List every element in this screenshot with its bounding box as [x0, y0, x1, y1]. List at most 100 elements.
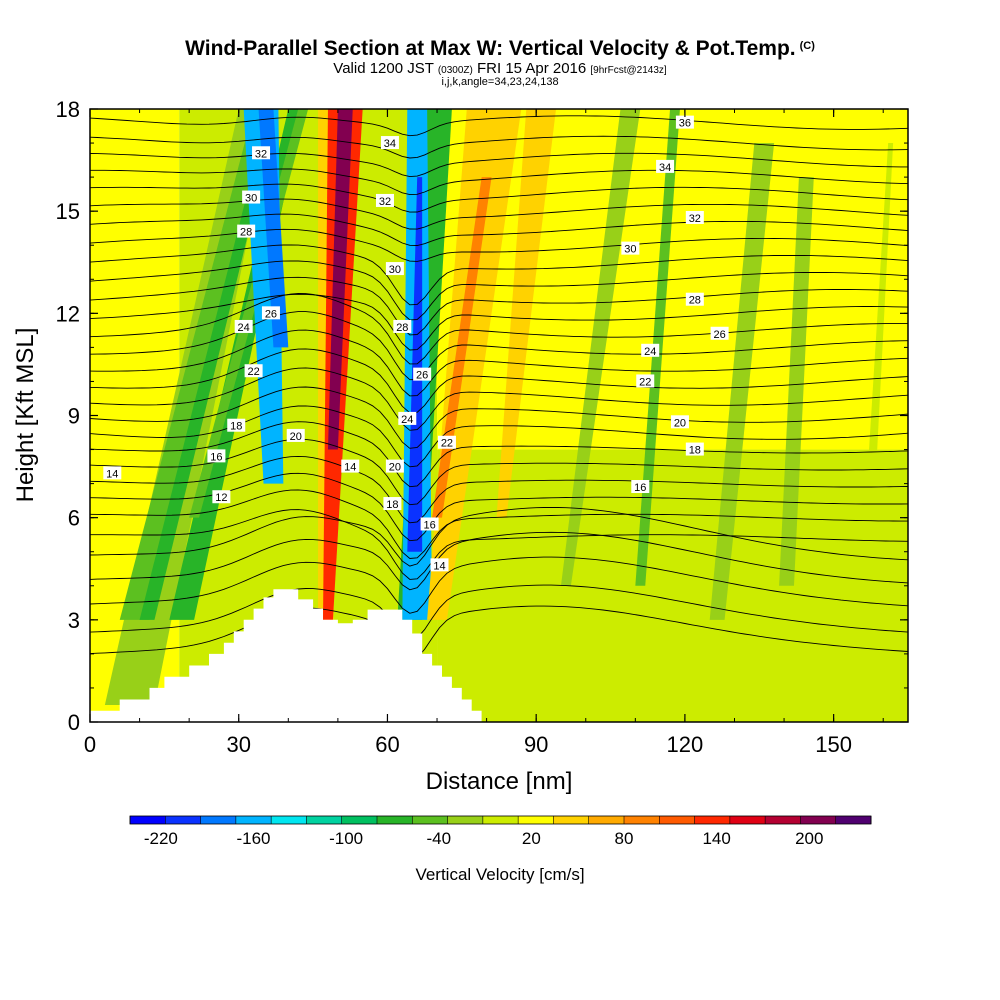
- theta-contour-31: [90, 213, 908, 246]
- subtitle-utc: (0300Z): [437, 65, 473, 76]
- contour-label-20: 20: [389, 462, 401, 474]
- subtitle-valid-time: Valid 1200 JST: [333, 60, 434, 77]
- contour-label-bg-2: [207, 449, 226, 463]
- contour-label-28: 28: [240, 227, 252, 239]
- contour-label-28: 28: [396, 322, 408, 334]
- contour-label-bg-9: [252, 146, 271, 160]
- x-tick-label: 0: [84, 732, 96, 757]
- contour-label-14: 14: [106, 468, 118, 480]
- field-feature-13: [427, 109, 522, 620]
- colorbar-swatch-8: [412, 816, 449, 824]
- y-axis-title: Height [Kft MSL]: [12, 328, 39, 503]
- contour-label-30: 30: [245, 193, 257, 205]
- field-cell-4: [511, 517, 908, 722]
- colorbar-tick-label: 80: [615, 829, 634, 848]
- colorbar-swatch-2: [200, 816, 237, 824]
- contour-label-bg-18: [437, 435, 456, 449]
- colorbar-swatch-15: [659, 816, 696, 824]
- colorbar-tick-label: 200: [795, 829, 823, 848]
- contour-label-bg-27: [685, 292, 704, 306]
- theta-contour-29: [90, 244, 908, 306]
- theta-contour-18: [90, 421, 908, 488]
- contour-label-bg-12: [380, 136, 399, 150]
- x-tick-label: 30: [226, 732, 250, 757]
- theta-contour-30: [90, 228, 908, 262]
- field-feature-8: [323, 109, 363, 620]
- theta-contour-32: [90, 198, 908, 230]
- contour-label-bg-17: [398, 411, 417, 425]
- theta-contour-24: [90, 311, 908, 381]
- contour-label-36: 36: [679, 118, 691, 130]
- chart-subtitle-2: i,j,k,angle=34,23,24,138: [441, 76, 559, 88]
- contour-label-bg-31: [670, 415, 689, 429]
- chart-title-tag: (C): [799, 40, 815, 52]
- contour-label-bg-4: [244, 364, 263, 378]
- y-tick-label: 12: [56, 301, 80, 326]
- colorbar-tick-label: -40: [426, 829, 451, 848]
- contour-label-12: 12: [215, 492, 227, 504]
- colorbar-swatch-0: [130, 816, 166, 824]
- contour-label-16: 16: [634, 482, 646, 494]
- contour-label-30: 30: [624, 244, 636, 256]
- contour-label-22: 22: [247, 366, 259, 378]
- contour-label-34: 34: [384, 138, 396, 150]
- contour-label-34: 34: [659, 162, 671, 174]
- colorbar-swatch-5: [306, 816, 343, 824]
- y-tick-label: 6: [68, 506, 80, 531]
- contour-label-26: 26: [416, 370, 428, 382]
- field-feature-20: [858, 143, 894, 620]
- contour-label-bg-19: [385, 459, 404, 473]
- contour-label-bg-1: [212, 490, 231, 504]
- theta-contour-9: [90, 584, 908, 641]
- colorbar-swatch-10: [482, 816, 519, 824]
- contour-label-bg-13: [375, 193, 394, 207]
- colorbar-tick-label: -160: [236, 829, 270, 848]
- x-tick-label: 120: [667, 732, 704, 757]
- x-axis-title: Distance [nm]: [426, 768, 573, 795]
- theta-contour-16: [90, 455, 908, 524]
- theta-contour-13: [90, 509, 908, 580]
- contour-label-18: 18: [386, 499, 398, 511]
- x-tick-label: 90: [524, 732, 548, 757]
- contour-label-26: 26: [713, 329, 725, 341]
- contour-label-bg-0: [103, 466, 122, 480]
- colorbar-swatch-9: [447, 816, 484, 824]
- contour-label-bg-29: [641, 343, 660, 357]
- contour-label-bg-5: [234, 319, 253, 333]
- theta-contour-10: [90, 556, 908, 614]
- contour-label-16: 16: [210, 451, 222, 463]
- contour-label-bg-24: [656, 159, 675, 173]
- field-feature-12: [407, 177, 423, 552]
- x-tick-label: 60: [375, 732, 399, 757]
- colorbar-swatch-1: [165, 816, 202, 824]
- contour-label-bg-21: [420, 517, 439, 531]
- colorbar: -220 -160 -100 -40 20 80 140 200: [129, 815, 872, 848]
- colorbar-swatch-17: [729, 816, 766, 824]
- theta-contour-14: [90, 489, 908, 559]
- colorbar-swatch-16: [694, 816, 731, 824]
- subtitle-forecast: [9hrFcst@2143z]: [590, 65, 667, 76]
- contour-label-20: 20: [290, 431, 302, 443]
- colorbar-swatch-7: [377, 816, 413, 824]
- contour-label-bg-30: [636, 374, 655, 388]
- theta-contour-23: [90, 329, 908, 397]
- contour-label-bg-22: [430, 558, 449, 572]
- contour-label-bg-3: [227, 418, 246, 432]
- contour-label-18: 18: [230, 421, 242, 433]
- colorbar-tick-label: 140: [702, 829, 730, 848]
- contour-label-14: 14: [433, 560, 445, 572]
- y-tick-label: 0: [68, 710, 80, 735]
- theta-contour-20: [90, 386, 908, 449]
- theta-contour-26: [90, 293, 908, 351]
- contour-label-bg-11: [341, 459, 360, 473]
- colorbar-swatch-14: [624, 816, 660, 824]
- contour-label-22: 22: [639, 376, 651, 388]
- subtitle-date: FRI 15 Apr 2016: [477, 60, 587, 77]
- contour-label-14: 14: [344, 462, 356, 474]
- field-feature-6: [258, 109, 289, 348]
- contour-label-22: 22: [441, 438, 453, 450]
- colorbar-swatch-3: [235, 816, 272, 824]
- contour-label-bg-20: [383, 497, 402, 511]
